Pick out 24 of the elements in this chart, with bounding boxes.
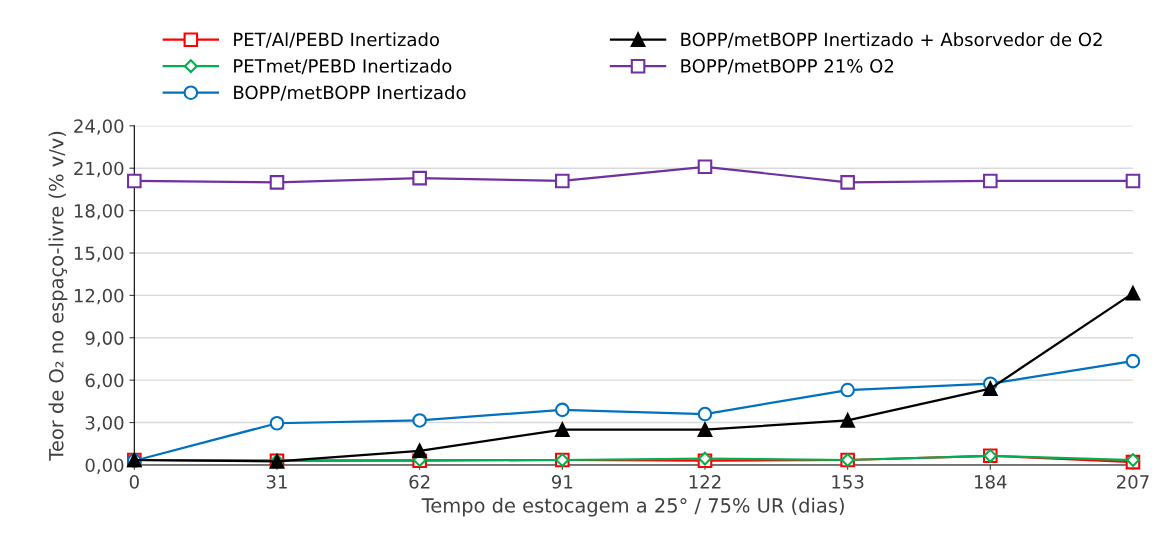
x-tick-label: 207 — [1117, 474, 1149, 489]
x-tick-label: 31 — [266, 474, 287, 489]
x-tick-label: 62 — [409, 474, 430, 489]
legend-label: BOPP/metBOPP 21% O2 — [681, 59, 894, 75]
x-tick-label: 153 — [832, 474, 864, 489]
y-tick-label: 6,00 — [85, 373, 124, 390]
x-axis-title: Tempo de estocagem a 25° / 75% UR (dias) — [421, 497, 844, 517]
y-tick-label: 18,00 — [74, 204, 124, 220]
y-tick-label: 15,00 — [74, 246, 124, 262]
y-tick-label: 3,00 — [85, 416, 124, 432]
x-tick-label: 184 — [975, 474, 1007, 489]
y-tick-label: 9,00 — [85, 331, 124, 347]
y-tick-label: 0,00 — [85, 458, 124, 474]
x-tick-label: 122 — [689, 474, 721, 489]
legend-label: PETmet/PEBD Inertizado — [234, 58, 452, 75]
y-tick-label: 12,00 — [74, 288, 124, 305]
x-tick-label: 91 — [551, 474, 573, 489]
y-tick-label: 24,00 — [74, 119, 124, 135]
y-axis-title: Teor de O₂ no espaço-livre (% v/v) — [48, 131, 68, 461]
legend-label: PET/Al/PEBD Inertizado — [234, 32, 440, 48]
x-tick-label: 0 — [129, 474, 139, 489]
y-tick-label: 21,00 — [74, 161, 124, 178]
legend-label: BOPP/metBOPP Inertizado — [234, 85, 466, 101]
legend-label: BOPP/metBOPP Inertizado + Absorvedor de O2 — [681, 32, 1102, 48]
